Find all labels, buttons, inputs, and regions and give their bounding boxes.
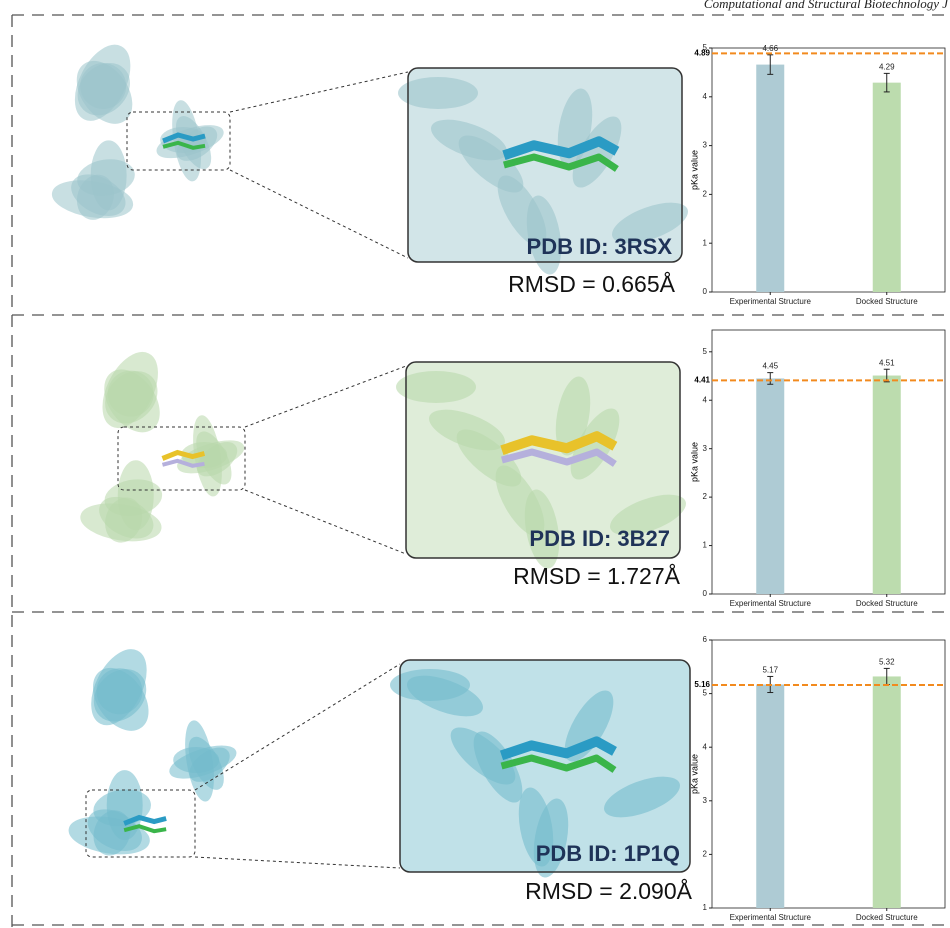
- y-tick-label: 3: [703, 796, 708, 805]
- y-tick-label: 3: [703, 444, 708, 453]
- y-axis-label: pKa value: [689, 442, 699, 482]
- zoom-line: [195, 664, 400, 790]
- pdb-label: PDB ID: 3B27: [529, 526, 670, 551]
- y-tick-label: 2: [703, 492, 708, 501]
- pdb-label: PDB ID: 3RSX: [527, 234, 673, 259]
- value-label: 4.45: [762, 362, 778, 371]
- zoom-ribbon: [398, 77, 478, 109]
- y-tick-label: 4: [703, 92, 708, 101]
- y-axis-label: pKa value: [689, 150, 699, 190]
- y-tick-label: 2: [703, 850, 708, 859]
- y-axis-label: pKa value: [689, 754, 699, 794]
- journal-header: Computational and Structural Biotechnolo…: [704, 0, 949, 11]
- x-tick-label: Experimental Structure: [730, 913, 812, 922]
- y-tick-label: 4: [703, 395, 708, 404]
- x-tick-label: Experimental Structure: [730, 599, 812, 608]
- rmsd-label: RMSD = 1.727Å: [513, 562, 680, 589]
- zoom-line: [245, 490, 406, 554]
- x-tick-label: Docked Structure: [856, 913, 918, 922]
- value-label: 4.66: [762, 44, 778, 53]
- value-label: 5.32: [879, 658, 895, 667]
- figure: Computational and Structural Biotechnolo…: [0, 0, 950, 928]
- plot-frame: [712, 48, 945, 292]
- ligand: [124, 818, 166, 824]
- bar: [756, 65, 784, 292]
- value-label: 5.17: [762, 666, 778, 675]
- plot-frame: [712, 330, 945, 594]
- reference-label: 4.41: [694, 375, 710, 384]
- ligand: [124, 826, 166, 831]
- y-tick-label: 3: [703, 141, 708, 150]
- plot-frame: [712, 640, 945, 908]
- y-tick-label: 0: [703, 589, 708, 598]
- bar: [873, 676, 901, 908]
- y-tick-label: 4: [703, 742, 708, 751]
- x-tick-label: Experimental Structure: [730, 297, 812, 306]
- reference-label: 4.89: [694, 48, 710, 57]
- y-tick-label: 6: [703, 635, 708, 644]
- y-tick-label: 1: [703, 238, 708, 247]
- pdb-label: PDB ID: 1P1Q: [536, 841, 680, 866]
- bar: [756, 378, 784, 594]
- bar: [873, 83, 901, 292]
- x-tick-label: Docked Structure: [856, 297, 918, 306]
- rmsd-label: RMSD = 0.665Å: [508, 270, 675, 297]
- bar: [873, 376, 901, 594]
- value-label: 4.29: [879, 62, 895, 71]
- y-tick-label: 1: [703, 541, 708, 550]
- x-tick-label: Docked Structure: [856, 599, 918, 608]
- reference-label: 5.16: [694, 680, 710, 689]
- y-tick-label: 5: [703, 347, 708, 356]
- y-tick-label: 0: [703, 287, 708, 296]
- value-label: 4.51: [879, 358, 895, 367]
- y-tick-label: 5: [703, 689, 708, 698]
- zoom-line: [230, 170, 408, 258]
- y-tick-label: 2: [703, 190, 708, 199]
- bar: [756, 684, 784, 908]
- y-tick-label: 1: [703, 903, 708, 912]
- zoom-line: [245, 366, 406, 427]
- rmsd-label: RMSD = 2.090Å: [525, 877, 692, 904]
- zoom-line: [195, 857, 400, 868]
- zoom-line: [230, 72, 408, 112]
- zoom-ribbon: [396, 371, 476, 403]
